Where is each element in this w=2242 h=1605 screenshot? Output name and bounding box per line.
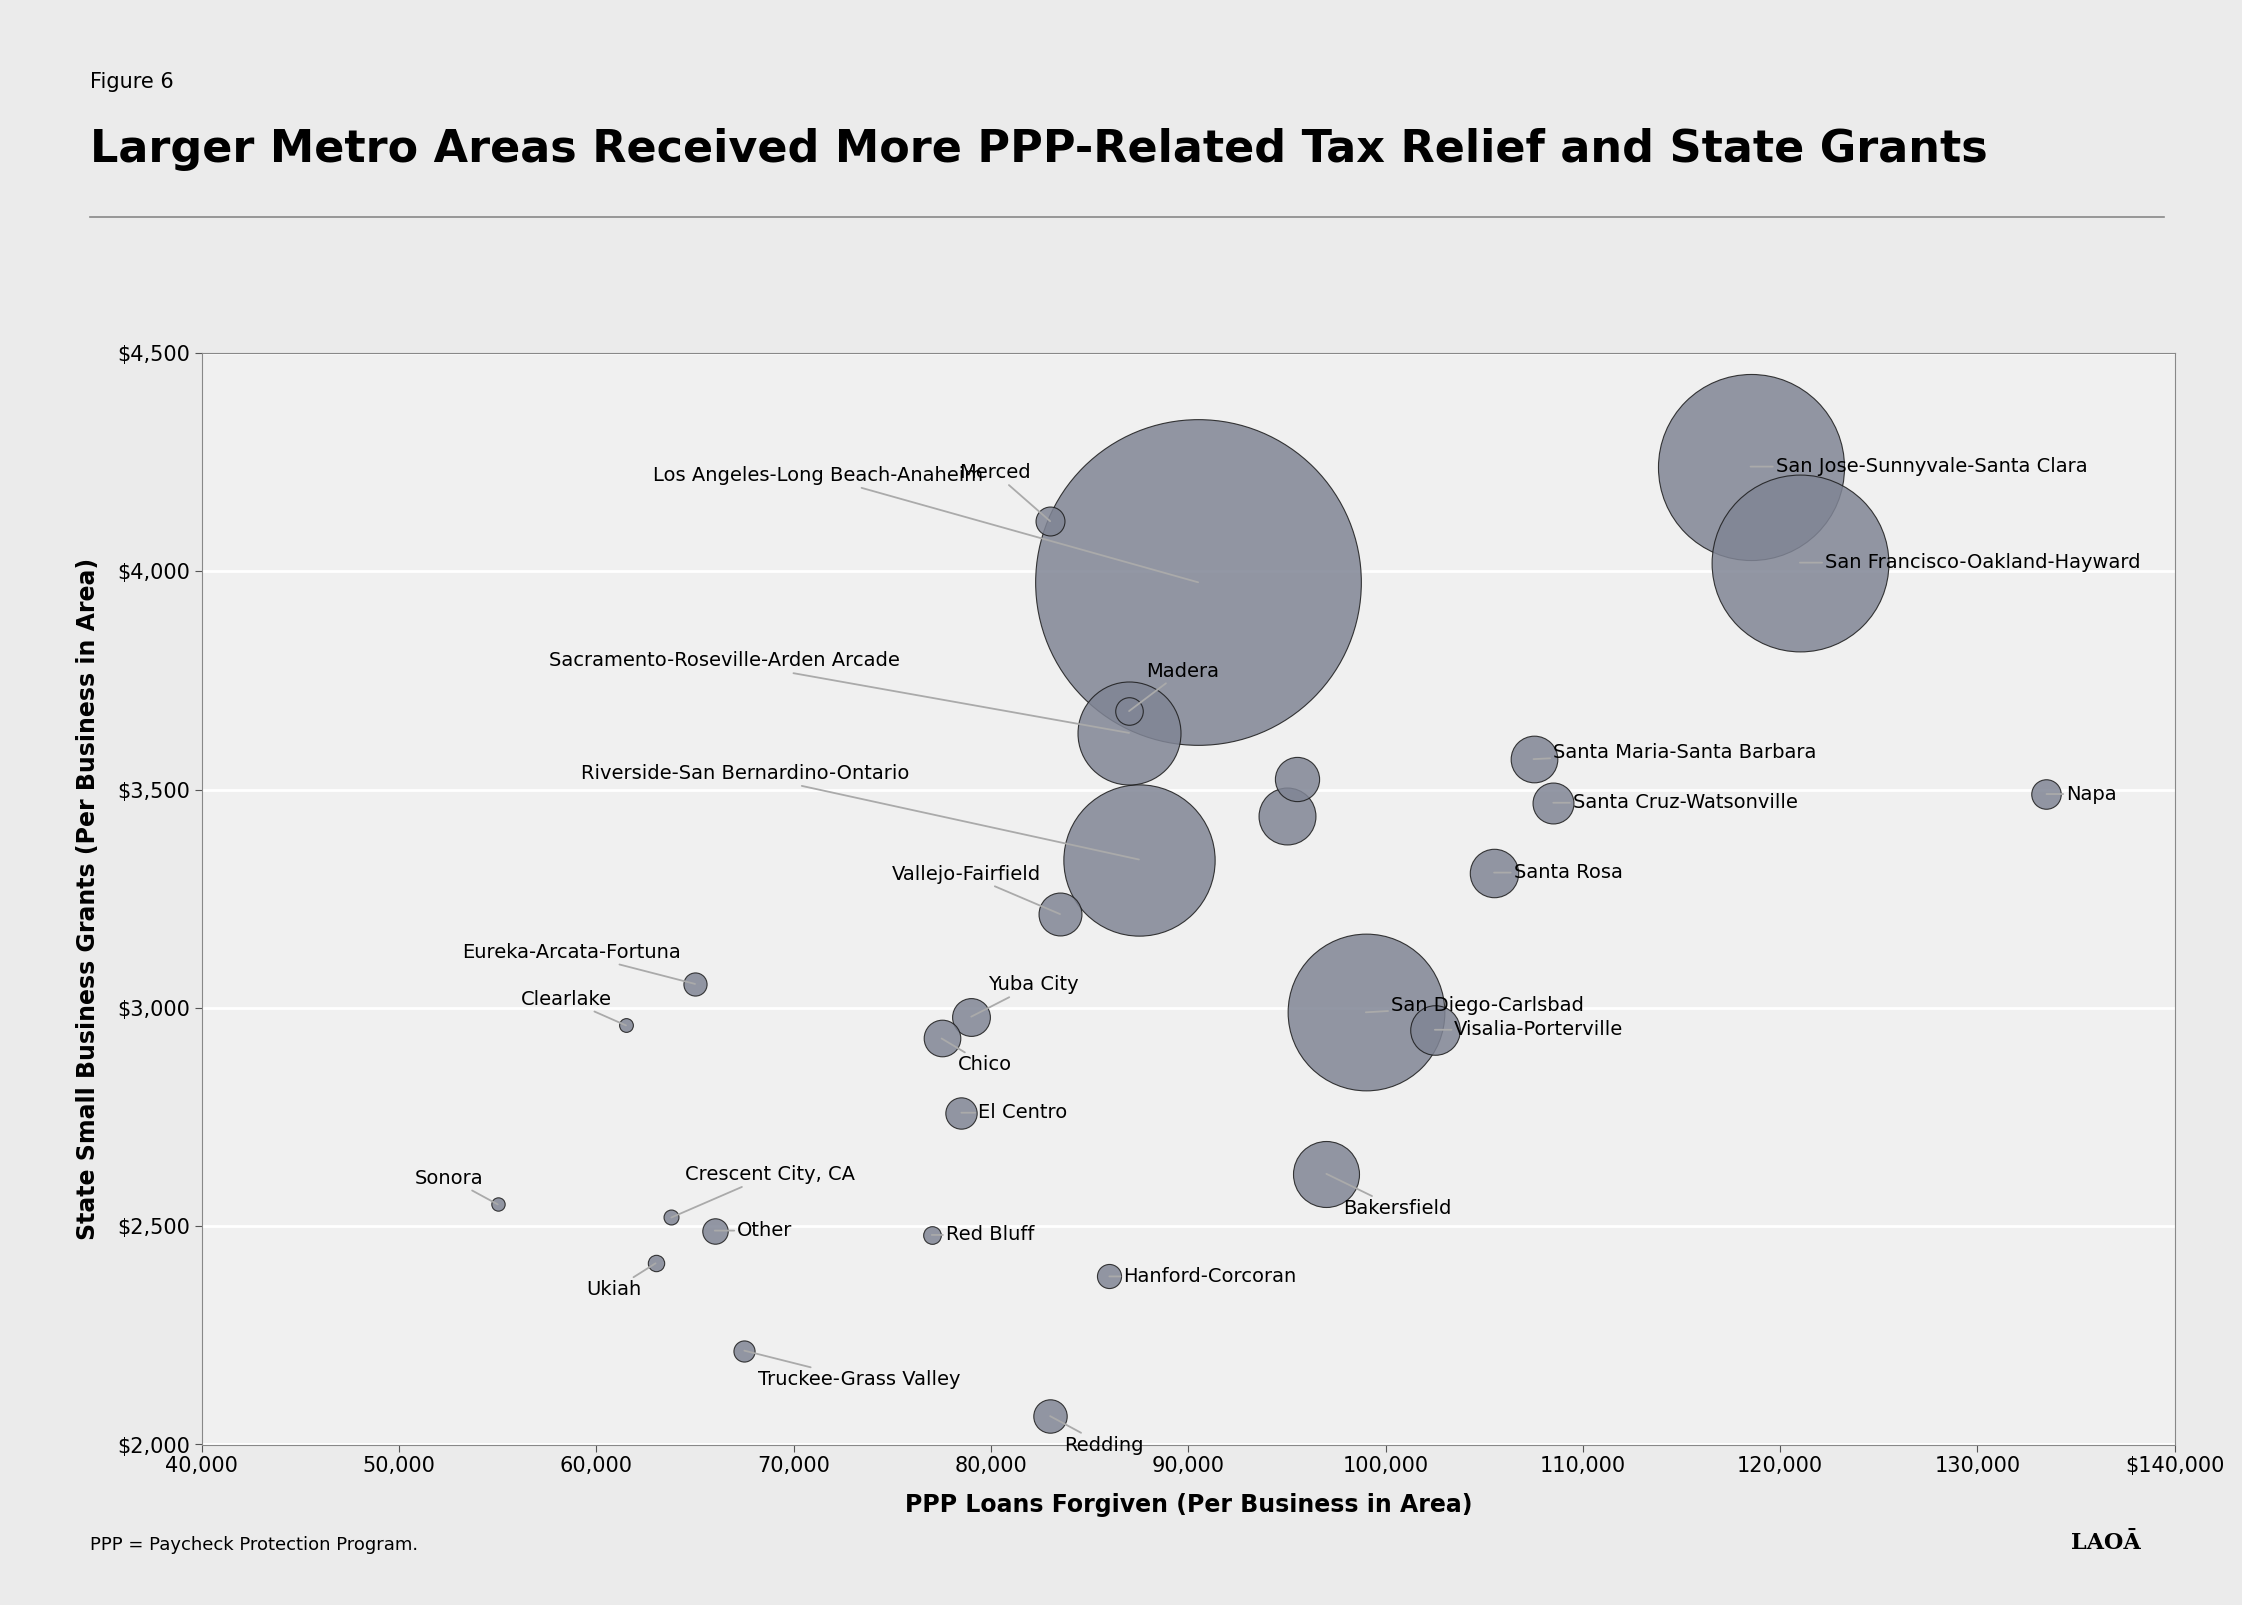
Point xyxy=(608,1013,643,1038)
Text: Madera: Madera xyxy=(1130,661,1220,711)
Point xyxy=(652,1205,688,1231)
Point xyxy=(1516,746,1551,772)
Point xyxy=(1782,551,1818,576)
Text: Crescent City, CA: Crescent City, CA xyxy=(670,1165,854,1218)
Text: Yuba City: Yuba City xyxy=(971,976,1078,1016)
Point xyxy=(915,1221,951,1247)
Text: San Diego-Carlsbad: San Diego-Carlsbad xyxy=(1365,995,1583,1014)
Point xyxy=(1112,721,1148,746)
Point xyxy=(1309,1160,1345,1186)
Point xyxy=(1112,698,1148,724)
Point xyxy=(953,1003,989,1029)
Text: Chico: Chico xyxy=(942,1038,1013,1074)
Text: Riverside-San Bernardino-Ontario: Riverside-San Bernardino-Ontario xyxy=(581,764,1139,860)
Text: Truckee-Grass Valley: Truckee-Grass Valley xyxy=(744,1351,962,1388)
Point xyxy=(1092,1263,1128,1289)
Text: Clearlake: Clearlake xyxy=(520,990,626,1026)
Text: Sonora: Sonora xyxy=(415,1168,498,1204)
Text: Ukiah: Ukiah xyxy=(587,1263,655,1298)
Point xyxy=(637,1250,673,1276)
Text: Los Angeles-Long Beach-Anaheim: Los Angeles-Long Beach-Anaheim xyxy=(652,465,1197,583)
Point xyxy=(1031,509,1067,534)
Point xyxy=(1121,847,1157,873)
Point xyxy=(2029,782,2065,807)
Point xyxy=(1043,902,1078,928)
Point xyxy=(1347,1000,1383,1026)
Text: Vallejo-Fairfield: Vallejo-Fairfield xyxy=(892,865,1060,915)
Text: Other: Other xyxy=(715,1221,791,1241)
Text: El Centro: El Centro xyxy=(962,1103,1067,1122)
Text: PPP = Paycheck Protection Program.: PPP = Paycheck Protection Program. xyxy=(90,1536,417,1554)
Point xyxy=(1031,1403,1067,1428)
Text: Larger Metro Areas Received More PPP-Related Tax Relief and State Grants: Larger Metro Areas Received More PPP-Rel… xyxy=(90,128,1986,172)
Point xyxy=(1475,860,1511,886)
X-axis label: PPP Loans Forgiven (Per Business in Area): PPP Loans Forgiven (Per Business in Area… xyxy=(904,1493,1473,1517)
Y-axis label: State Small Business Grants (Per Business in Area): State Small Business Grants (Per Busines… xyxy=(76,557,101,1239)
Text: San Jose-Sunnyvale-Santa Clara: San Jose-Sunnyvale-Santa Clara xyxy=(1751,457,2087,477)
Point xyxy=(1536,790,1572,815)
Text: Santa Cruz-Watsonville: Santa Cruz-Watsonville xyxy=(1554,793,1798,812)
Text: Merced: Merced xyxy=(960,464,1049,522)
Text: Santa Maria-Santa Barbara: Santa Maria-Santa Barbara xyxy=(1534,743,1816,762)
Point xyxy=(697,1218,733,1244)
Text: San Francisco-Oakland-Hayward: San Francisco-Oakland-Hayward xyxy=(1800,554,2141,571)
Point xyxy=(677,971,713,997)
Text: Sacramento-Roseville-Arden Arcade: Sacramento-Roseville-Arden Arcade xyxy=(549,652,1130,733)
Text: Hanford-Corcoran: Hanford-Corcoran xyxy=(1110,1266,1296,1286)
Text: Redding: Redding xyxy=(1049,1416,1143,1454)
Text: Santa Rosa: Santa Rosa xyxy=(1493,863,1623,883)
Text: Figure 6: Figure 6 xyxy=(90,72,173,91)
Point xyxy=(1179,570,1215,595)
Point xyxy=(1417,1018,1453,1043)
Text: Visalia-Porterville: Visalia-Porterville xyxy=(1435,1021,1623,1040)
Text: LAOĀ: LAOĀ xyxy=(2072,1531,2141,1554)
Point xyxy=(944,1099,980,1125)
Point xyxy=(924,1026,960,1051)
Text: Red Bluff: Red Bluff xyxy=(933,1226,1034,1244)
Point xyxy=(480,1191,516,1217)
Point xyxy=(1269,802,1305,828)
Point xyxy=(1733,454,1769,480)
Point xyxy=(726,1339,762,1364)
Text: Napa: Napa xyxy=(2047,785,2116,804)
Text: Bakersfield: Bakersfield xyxy=(1327,1173,1451,1218)
Text: Eureka-Arcata-Fortuna: Eureka-Arcata-Fortuna xyxy=(462,942,695,984)
Point xyxy=(1278,766,1314,791)
